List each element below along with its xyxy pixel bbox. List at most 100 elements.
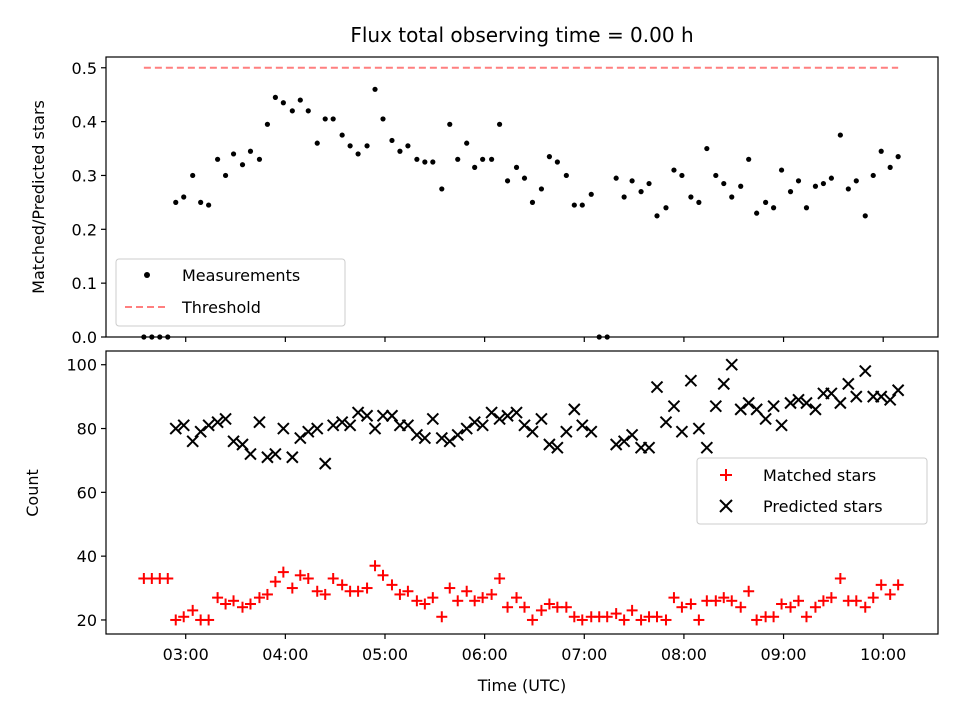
- measurement-point: [554, 159, 560, 165]
- ratio-y-tick-label: 0.2: [72, 220, 97, 239]
- ratio-legend[interactable]: Measurements Threshold: [115, 258, 346, 327]
- measurement-point: [621, 194, 627, 200]
- measurement-point: [314, 140, 320, 146]
- predicted-point: [435, 431, 448, 445]
- measurement-point: [770, 205, 777, 211]
- measurement-point: [663, 205, 669, 211]
- matched-point: [676, 601, 688, 613]
- predicted-point: [510, 406, 523, 419]
- predicted-point: [750, 403, 763, 416]
- matched-point: [867, 592, 879, 604]
- predicted-point: [551, 441, 564, 454]
- matched-point: [286, 582, 298, 594]
- ratio-y-tick-label: 0.3: [72, 166, 97, 185]
- predicted-point: [609, 438, 623, 451]
- predicted-point: [700, 441, 714, 454]
- measurement-point: [504, 178, 511, 184]
- matched-point: [261, 588, 273, 600]
- measurement-point: [729, 194, 735, 200]
- matched-point: [817, 595, 829, 607]
- matched-point: [859, 601, 871, 613]
- predicted-point: [468, 415, 481, 429]
- predicted-point: [659, 415, 673, 429]
- measurement-point: [696, 199, 702, 205]
- matched-point: [502, 601, 514, 613]
- measurement-point: [339, 132, 345, 138]
- ratio-y-axis: 0.0 0.1 0.2 0.3 0.4 0.5: [72, 59, 106, 347]
- x-tick-label: 10:00: [860, 645, 906, 664]
- matched-point: [377, 569, 389, 581]
- matched-point: [452, 595, 464, 607]
- measurement-point: [571, 202, 577, 208]
- matched-point: [327, 572, 339, 584]
- predicted-point: [759, 412, 772, 426]
- predicted-point: [560, 425, 573, 438]
- predicted-point: [784, 396, 797, 410]
- predicted-point: [326, 419, 340, 432]
- measurement-point: [721, 180, 727, 187]
- count-y-tick-label: 60: [77, 483, 97, 502]
- matched-point: [685, 598, 697, 610]
- legend-measurements-label: Measurements: [182, 266, 300, 285]
- legend-measurements-marker: [144, 272, 150, 278]
- matched-point: [668, 592, 680, 604]
- matched-point: [875, 579, 887, 591]
- x-axis-label: Time (UTC): [477, 676, 566, 695]
- predicted-point: [667, 399, 681, 413]
- measurement-point: [305, 108, 311, 114]
- measurement-point: [239, 162, 246, 168]
- matched-point: [850, 595, 862, 607]
- matched-point: [237, 601, 249, 613]
- measurement-point: [671, 167, 677, 173]
- measurement-point: [778, 167, 785, 173]
- predicted-point: [501, 409, 514, 422]
- matched-point: [461, 585, 473, 597]
- matched-point: [892, 579, 904, 591]
- ratio-y-tick-label: 0.5: [72, 59, 97, 78]
- count-y-tick-label: 80: [77, 420, 97, 439]
- predicted-point: [734, 403, 747, 416]
- matched-point: [776, 598, 788, 610]
- predicted-point: [186, 435, 199, 448]
- measurement-point: [397, 148, 403, 154]
- predicted-point: [792, 393, 805, 407]
- matched-point: [793, 595, 805, 607]
- measurement-point: [447, 121, 453, 127]
- predicted-point: [717, 377, 730, 391]
- predicted-point: [236, 438, 249, 451]
- measurement-point: [513, 164, 520, 170]
- measurement-point: [289, 108, 295, 114]
- measurement-point: [405, 143, 411, 149]
- matched-point: [693, 614, 705, 626]
- matched-point: [269, 576, 281, 588]
- predicted-point: [376, 409, 390, 422]
- matched-point: [436, 611, 448, 623]
- predicted-point: [451, 428, 464, 442]
- measurement-point: [521, 175, 528, 181]
- count-y-tick-label: 40: [77, 547, 97, 566]
- measurement-point: [489, 156, 495, 162]
- matched-point: [535, 604, 547, 616]
- measurement-point: [870, 172, 876, 179]
- measurement-point: [579, 202, 585, 208]
- predicted-point: [169, 422, 182, 435]
- predicted-point: [286, 451, 299, 464]
- ratio-y-tick-label: 0.1: [72, 274, 97, 293]
- measurement-point: [380, 116, 386, 122]
- predicted-point: [460, 422, 473, 435]
- matched-point: [170, 614, 182, 626]
- measurement-point: [763, 199, 769, 205]
- matched-point: [518, 601, 530, 613]
- matched-point: [710, 595, 722, 607]
- matched-point: [768, 611, 780, 623]
- predicted-point: [518, 419, 531, 432]
- measurement-point: [222, 172, 229, 179]
- measurement-point: [297, 97, 303, 103]
- matched-point: [626, 604, 638, 616]
- x-tick-label: 03:00: [163, 645, 209, 664]
- matched-point: [477, 592, 489, 604]
- count-legend[interactable]: Matched stars Predicted stars: [696, 457, 928, 525]
- predicted-point: [576, 419, 589, 432]
- measurement-point: [414, 156, 420, 162]
- ratio-panel-frame: [105, 56, 939, 338]
